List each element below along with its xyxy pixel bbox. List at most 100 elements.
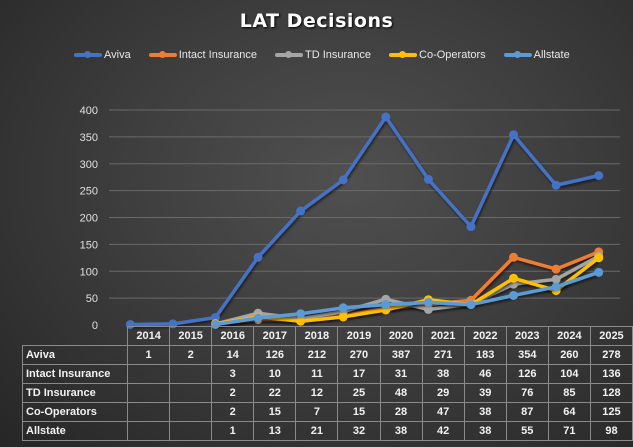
table-row: Aviva 1 2 14 126 212 270 387 271 183 354 260 278 [21,345,633,365]
legend-item-aviva: Aviva [74,49,131,61]
table-header-row: 2014 2015 2016 2017 2018 2019 2020 2021 2022 2023… [23,326,633,346]
table-cell [169,383,213,403]
table-cell: 55 [505,421,549,441]
legend-item-allstate: Allstate [503,49,570,61]
x-tick-label: 2022 [463,326,507,346]
table-cell: 47 [421,402,465,422]
data-point [509,290,519,300]
table-cell: 15 [253,402,297,422]
legend-item-intact: Intact Insurance [148,49,257,61]
table-cell: 104 [547,364,591,384]
data-point [466,300,476,310]
legend-label: TD Insurance [304,49,372,61]
legend-item-td: TD Insurance [274,49,372,61]
table-corner [23,327,128,346]
table-cell: 39 [463,383,507,403]
table-cell [127,364,171,384]
table-cell: 183 [463,345,507,365]
table-cell: 46 [463,364,507,384]
table-cell [169,364,213,384]
data-table: 2014 2015 2016 2017 2018 2019 2020 2021 2022 2023… [21,326,633,441]
x-tick-label: 2015 [169,326,213,346]
table-cell: 38 [379,421,423,441]
data-point [338,303,348,313]
data-point [423,174,433,184]
legend-swatch-aviva [74,51,102,58]
data-point [253,252,263,262]
x-tick-label: 2020 [379,326,423,346]
data-point [296,206,306,216]
table-row-label: Allstate [21,421,129,441]
table-cell: 271 [421,345,465,365]
table-cell: 387 [379,345,423,365]
y-tick-label: 150 [80,239,98,251]
table-cell: 71 [547,421,591,441]
data-point [509,273,519,283]
table-cell: 278 [589,345,633,365]
x-tick-label: 2017 [253,326,297,346]
table-cell: 42 [421,421,465,441]
legend-item-cooperators: Co-Operators [389,49,486,61]
table-cell: 22 [253,383,297,403]
chart-title: LAT Decisions [239,10,394,32]
legend-label: Co-Operators [419,49,486,61]
table-cell: 87 [505,402,549,422]
table-cell: 10 [253,364,297,384]
table-cell [169,421,213,441]
y-tick-label: 250 [80,186,98,198]
table-cell: 48 [379,383,423,403]
table-cell: 126 [505,364,549,384]
y-tick-label: 400 [80,105,98,117]
y-tick-label: 100 [80,266,98,278]
x-tick-label: 2025 [589,326,633,346]
legend-label: Aviva [104,49,131,61]
x-tick-label: 2023 [505,326,549,346]
data-point [381,300,391,310]
table-row-label: Aviva [21,345,129,365]
table-cell: 7 [295,402,339,422]
table-cell [127,383,171,403]
y-tick-label: 350 [80,132,98,144]
table-cell: 1 [211,421,255,441]
x-tick-label: 2024 [547,326,591,346]
table-cell: 2 [169,345,213,365]
table-cell: 270 [337,345,381,365]
legend: Aviva Intact Insurance TD Insurance Co-O… [74,49,588,61]
y-tick-label: 200 [80,213,98,225]
table-cell [127,421,171,441]
table-cell: 29 [421,383,465,403]
series-line-allstate [215,270,600,327]
data-point [338,175,348,185]
legend-label: Intact Insurance [178,49,257,61]
data-point [509,130,519,140]
legend-swatch-allstate [503,51,532,58]
table-cell: 17 [337,364,381,384]
table-cell: 212 [295,345,339,365]
x-tick-label: 2021 [421,326,465,346]
data-point [594,253,604,263]
table-row: TD Insurance 2 22 12 25 48 29 39 76 85 128 [21,383,633,403]
table-cell: 98 [589,421,633,441]
table-cell: 31 [379,364,423,384]
table-cell: 14 [211,345,255,365]
table-cell: 1 [127,345,171,365]
data-point [338,312,348,322]
data-point [253,313,263,323]
legend-swatch-cooperators [389,51,418,58]
data-point [423,297,433,307]
y-tick-label: 0 [92,320,98,332]
table-cell: 12 [295,383,339,403]
table-cell: 64 [547,402,591,422]
table-cell: 136 [589,364,633,384]
table-cell: 260 [547,345,591,365]
table-cell: 11 [295,364,339,384]
series-line-aviva [130,115,600,327]
table-cell: 38 [421,364,465,384]
x-tick-label: 2019 [337,326,381,346]
legend-swatch-td [274,51,303,58]
data-point [509,252,519,262]
data-point [466,222,476,232]
legend-swatch-intact [148,51,177,58]
table-cell: 126 [253,345,297,365]
